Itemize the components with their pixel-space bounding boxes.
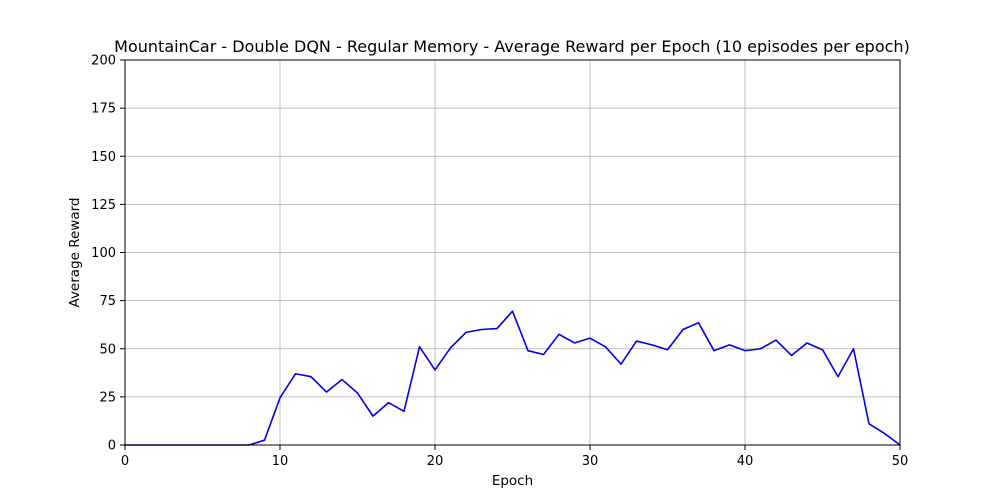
y-tick-label: 75 [99, 294, 116, 309]
y-tick-label: 0 [108, 439, 116, 454]
y-tick-label: 25 [99, 390, 116, 405]
series-layer [124, 310, 902, 447]
y-tick-label: 200 [91, 54, 116, 69]
x-tick-label: 0 [121, 454, 129, 469]
average-reward-line [124, 310, 902, 447]
x-tick-label: 50 [892, 454, 909, 469]
y-tick-label: 175 [91, 102, 116, 117]
x-axis-label: Epoch [492, 473, 533, 489]
y-tick-label: 150 [91, 150, 116, 165]
grid-lines [124, 59, 901, 446]
y-tick-label: 50 [99, 342, 116, 357]
x-tick-label: 30 [582, 454, 599, 469]
chart-title: MountainCar - Double DQN - Regular Memor… [114, 37, 910, 56]
x-tick-label: 40 [737, 454, 754, 469]
x-tick-label: 10 [272, 454, 289, 469]
y-tick-label: 100 [91, 246, 116, 261]
x-tick-label: 20 [427, 454, 444, 469]
y-axis-label: Average Reward [67, 197, 83, 307]
y-tick-label: 125 [91, 198, 116, 213]
axis-ticks: 0 10 20 30 40 50 0 25 50 75 100 125 150 175 200 [91, 54, 908, 470]
